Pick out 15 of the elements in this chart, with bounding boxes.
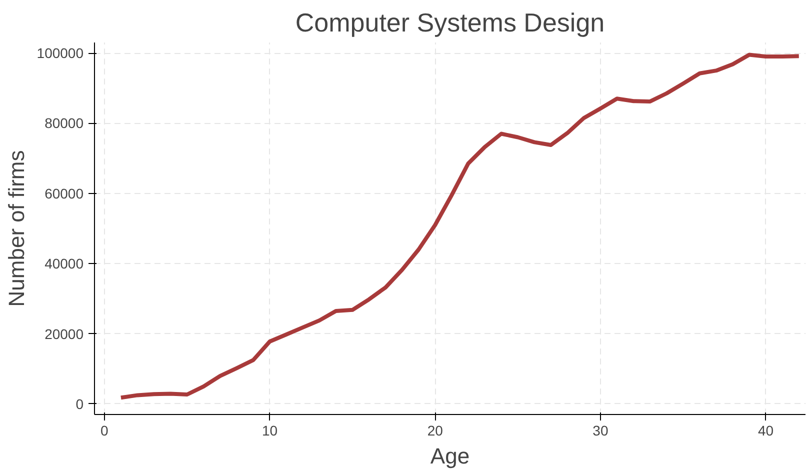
x-tick-label: 10 <box>262 422 278 438</box>
y-tick-label: 60000 <box>44 185 84 202</box>
x-tick-label: 20 <box>427 422 444 438</box>
y-tick-label: 20000 <box>44 326 84 342</box>
x-tick-label: 40 <box>758 422 774 438</box>
y-tick-label: 100000 <box>36 45 84 62</box>
x-tick-label: 0 <box>100 422 109 438</box>
y-tick-label: 80000 <box>44 115 84 132</box>
line-series <box>118 52 801 400</box>
y-axis-title: Number of firms <box>4 150 29 307</box>
y-tick-label: 40000 <box>44 256 84 272</box>
chart-title: Computer Systems Design <box>295 8 605 38</box>
y-tick-label: 0 <box>76 396 84 412</box>
x-axis-title: Age <box>430 444 470 468</box>
x-tick-label: 30 <box>592 422 608 438</box>
